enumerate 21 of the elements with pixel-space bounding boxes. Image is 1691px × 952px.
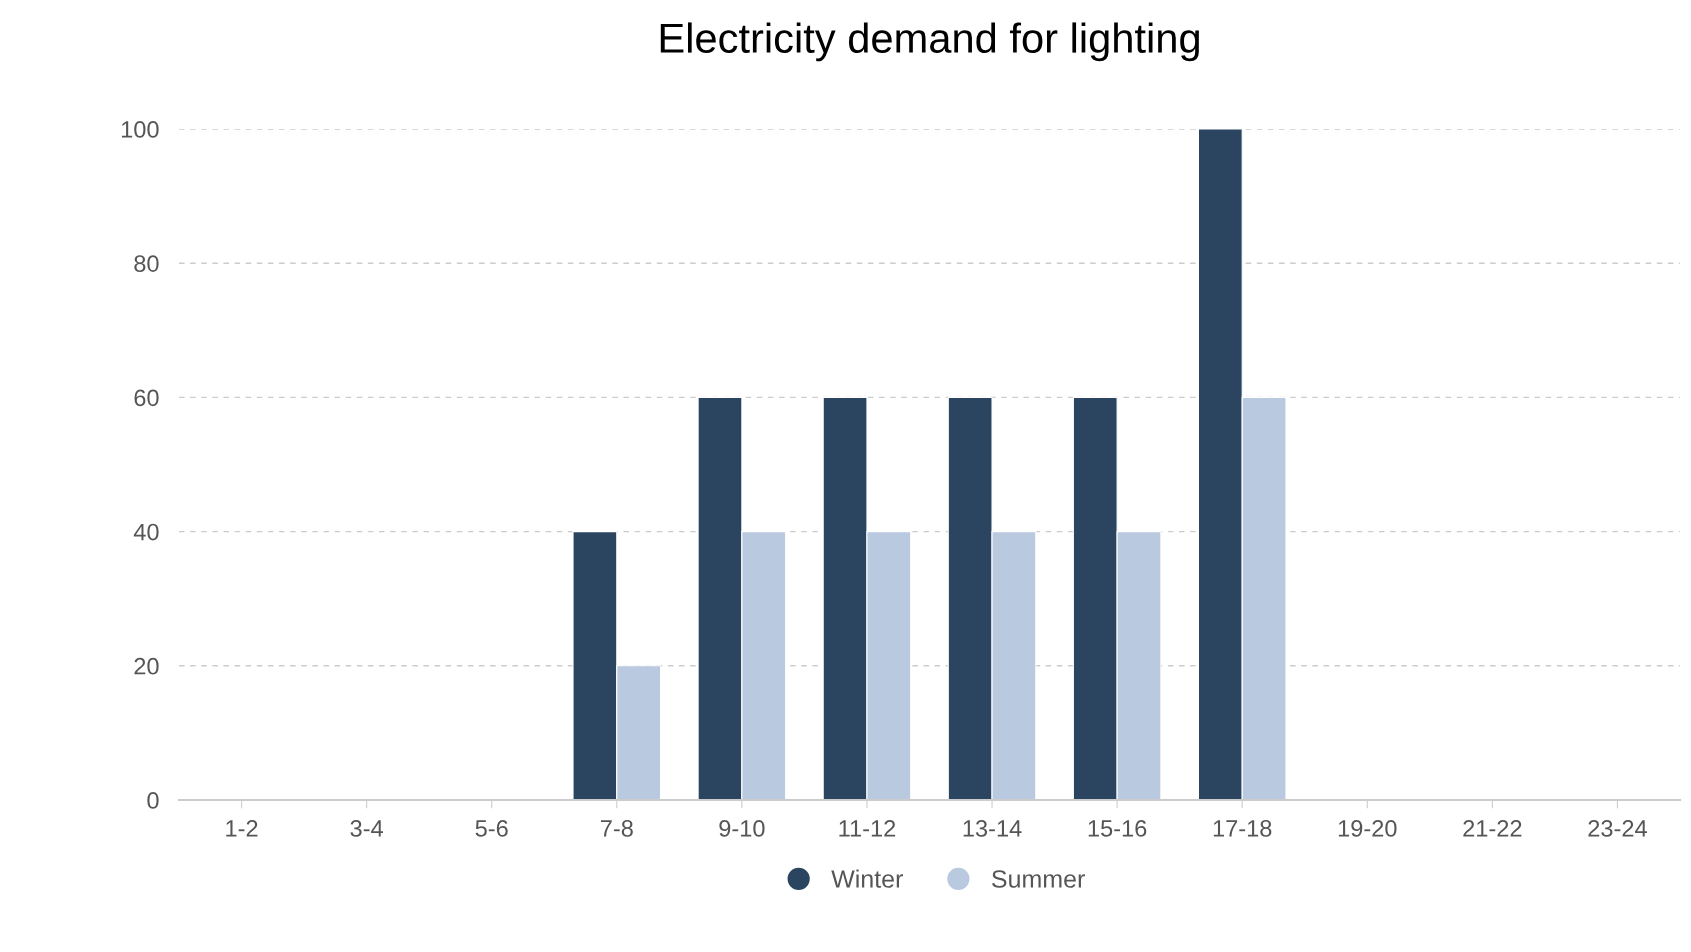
x-tick-label: 5-6 bbox=[475, 820, 508, 837]
x-tick-label: 7-8 bbox=[600, 820, 633, 837]
x-tick-label: 23-24 bbox=[1588, 820, 1647, 837]
x-tick-label: 9-10 bbox=[719, 820, 765, 837]
x-tick-label: 21-22 bbox=[1463, 820, 1522, 837]
y-tick-label: 20 bbox=[134, 657, 159, 675]
legend-label: Winter bbox=[831, 869, 903, 888]
y-tick-label: 0 bbox=[147, 792, 159, 809]
x-tick-label: 17-18 bbox=[1213, 820, 1272, 837]
y-tick-label: 40 bbox=[133, 523, 159, 541]
x-tick-label: 15-16 bbox=[1088, 820, 1147, 837]
x-tick-label: 13-14 bbox=[963, 820, 1022, 837]
y-tick-label: 100 bbox=[121, 121, 159, 138]
x-tick-label: 3-4 bbox=[350, 820, 383, 837]
legend-label: Summer bbox=[992, 870, 1085, 888]
chart-title: Electricity demand for lighting bbox=[660, 22, 1199, 62]
x-tick-label: 1-2 bbox=[226, 820, 258, 837]
x-tick-label: 11-12 bbox=[839, 820, 896, 837]
x-tick-label: 19-20 bbox=[1338, 820, 1397, 837]
y-tick-label: 80 bbox=[134, 255, 159, 272]
y-tick-label: 60 bbox=[134, 389, 159, 407]
